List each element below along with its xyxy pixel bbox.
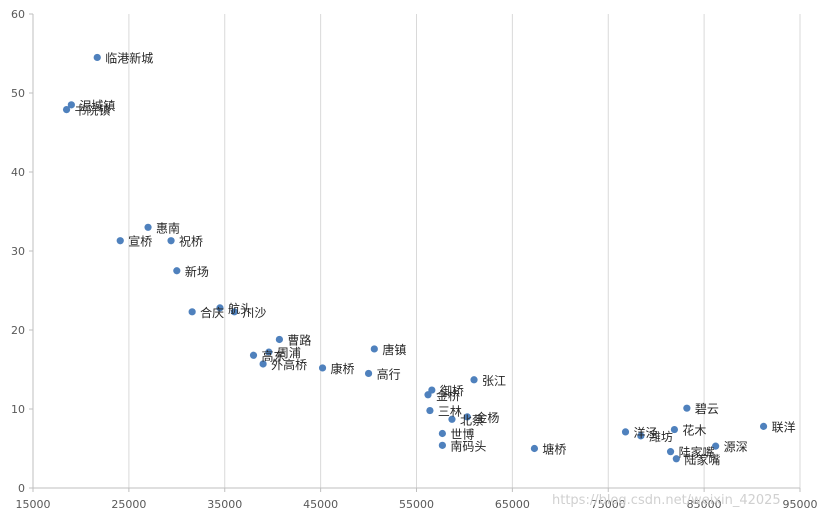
grid-lines	[128, 14, 801, 488]
data-label: 塘桥	[542, 442, 566, 457]
data-label: 花木	[682, 423, 706, 438]
data-label: 金杨	[475, 410, 499, 425]
data-point	[230, 308, 238, 316]
x-tick-label: 85000	[687, 498, 722, 511]
data-point	[759, 422, 768, 430]
y-tick-label: 10	[11, 403, 25, 416]
data-label: 御桥	[440, 383, 464, 398]
data-label: 周浦	[277, 346, 301, 360]
data-point	[683, 404, 691, 412]
data-point	[216, 304, 224, 312]
data-label: 潍坊	[649, 429, 673, 444]
data-point	[438, 429, 446, 438]
axes	[29, 13, 801, 492]
data-point	[116, 237, 124, 245]
data-point	[424, 391, 432, 399]
data-point	[93, 53, 101, 62]
data-labels: 临港新城泥城镇书院镇惠南宣桥 祝桥新场航头合庆 川沙曹路唐镇 周浦高东外高桥 康桥 高行张…	[75, 50, 796, 466]
data-point	[463, 413, 471, 421]
data-point	[672, 455, 680, 463]
data-point	[470, 376, 478, 384]
data-point	[364, 369, 373, 378]
data-point	[144, 223, 152, 231]
x-tick-label: 65000	[495, 498, 530, 511]
data-label: 川沙	[242, 306, 266, 320]
data-label: 外高桥	[271, 357, 307, 372]
data-label: 碧云	[695, 402, 719, 416]
data-label: 航头	[228, 301, 252, 316]
data-point	[670, 425, 679, 434]
data-label: 世博	[450, 426, 474, 441]
y-tick-label: 60	[11, 8, 25, 21]
watermark-text: https://blog.csdn.net/weixin_42025	[552, 493, 781, 508]
data-label: 临港新城	[105, 50, 153, 65]
data-point	[62, 105, 71, 114]
data-label: 南码头	[450, 438, 486, 453]
y-tick-label: 50	[11, 87, 25, 100]
x-tick-label: 45000	[303, 498, 338, 511]
y-tick-label: 40	[11, 166, 25, 179]
data-point	[188, 308, 196, 316]
data-label: 源深	[724, 440, 748, 454]
data-label: 书院镇	[75, 104, 111, 118]
data-point	[275, 335, 283, 344]
data-point	[265, 348, 273, 356]
x-tick-label: 75000	[591, 498, 626, 511]
data-points	[62, 53, 768, 463]
x-tick-label: 95000	[783, 498, 818, 511]
data-point	[173, 267, 181, 275]
data-label: 张江	[482, 374, 506, 388]
data-label: 陆家嘴	[684, 452, 720, 467]
data-point	[530, 444, 539, 453]
data-label: 唐镇	[382, 342, 406, 357]
x-tick-label: 15000	[16, 498, 51, 511]
y-tick-label: 20	[11, 324, 25, 337]
data-label: 北蔡	[460, 413, 484, 427]
data-label: 三林	[438, 405, 462, 419]
data-label: 陆家嘴	[679, 445, 715, 460]
data-point	[438, 441, 446, 449]
data-label: 联洋	[772, 419, 796, 434]
y-tick-label: 30	[11, 245, 25, 258]
tick-labels: 0 10 20 30 40 50 60 15000 25000 35000 45000 55000 65…	[11, 8, 818, 511]
data-label: 洋泾	[634, 425, 658, 440]
data-point	[259, 360, 267, 368]
data-point	[167, 237, 175, 245]
x-tick-label: 35000	[207, 498, 242, 511]
data-point	[448, 415, 456, 423]
data-point	[666, 448, 675, 456]
data-label: 曹路	[287, 332, 311, 347]
data-point	[318, 364, 327, 372]
data-label: 惠南	[156, 220, 180, 235]
data-label: 新场	[185, 264, 209, 279]
data-label: 高行	[377, 366, 401, 381]
data-point	[67, 101, 75, 109]
data-point	[249, 351, 258, 359]
data-point	[370, 345, 378, 353]
data-label: 金桥	[436, 388, 460, 403]
data-point	[637, 432, 645, 440]
data-point	[426, 406, 434, 415]
data-label: 合庆	[200, 305, 224, 320]
x-tick-label: 55000	[399, 498, 434, 511]
y-tick-label: 0	[18, 482, 25, 495]
data-label: 宣桥	[128, 234, 152, 249]
data-label: 祝桥	[179, 235, 203, 249]
data-point	[621, 428, 630, 436]
data-label: 泥城镇	[79, 99, 115, 113]
data-label: 康桥	[331, 361, 355, 376]
data-point	[712, 442, 720, 450]
x-tick-label: 25000	[111, 498, 146, 511]
data-label: 高东	[262, 348, 286, 363]
